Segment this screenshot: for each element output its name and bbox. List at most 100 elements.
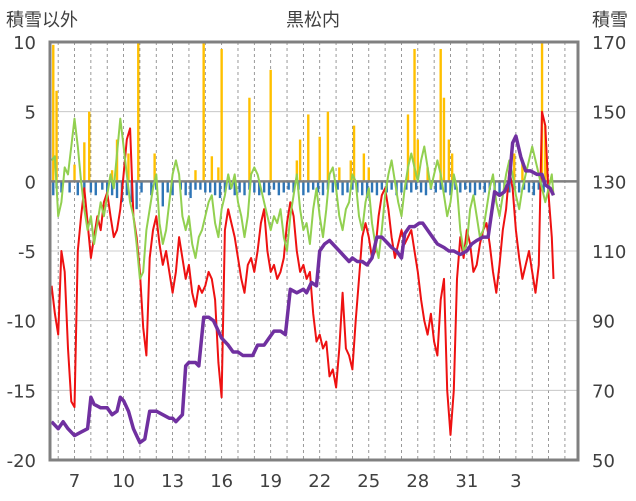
blue-bar <box>498 181 501 196</box>
blue-bar <box>419 181 423 193</box>
blue-bar <box>204 181 207 193</box>
blue-bar <box>262 181 266 193</box>
chart-title: 黒松内 <box>286 10 340 31</box>
blue-bar <box>233 181 236 196</box>
left-tick-label: 5 <box>25 103 36 124</box>
x-tick-label: 13 <box>161 471 184 492</box>
blue-bar <box>331 181 334 193</box>
x-tick-label: 7 <box>69 471 80 492</box>
blue-bar <box>194 181 197 190</box>
blue-bar <box>517 181 521 193</box>
blue-bar <box>302 181 305 196</box>
right-tick-label: 110 <box>592 242 626 263</box>
blue-bar <box>370 181 374 193</box>
left-tick-label: 0 <box>25 172 36 193</box>
orange-bar <box>110 170 114 182</box>
blue-bar <box>287 181 290 190</box>
right-tick-label: 170 <box>592 33 626 54</box>
orange-bar <box>318 136 321 182</box>
blue-bar <box>537 181 540 190</box>
blue-bar <box>459 181 462 193</box>
blue-bar <box>473 181 477 196</box>
blue-bar <box>150 181 153 196</box>
blue-bar <box>213 181 217 196</box>
blue-bar <box>277 181 281 196</box>
blue-bar <box>434 181 437 193</box>
blue-bar <box>83 181 86 192</box>
blue-bar <box>483 181 487 193</box>
blue-bar <box>405 181 408 190</box>
blue-bar <box>106 181 109 193</box>
blue-bar <box>115 181 119 199</box>
left-tick-label: -15 <box>7 381 36 402</box>
orange-bar <box>442 97 446 182</box>
x-tick-label: 22 <box>308 471 331 492</box>
orange-bar <box>349 160 352 182</box>
gridlines <box>50 42 578 460</box>
blue-bar <box>414 181 418 190</box>
orange-bar <box>413 48 416 182</box>
red-line-series <box>50 110 555 436</box>
blue-bar <box>468 181 472 193</box>
orange-bar <box>55 90 58 182</box>
blue-bar <box>199 181 202 190</box>
blue-bar <box>253 181 256 193</box>
orange-bar <box>217 167 220 182</box>
blue-bar <box>135 181 138 210</box>
right-tick-label: 70 <box>592 381 615 402</box>
blue-bar <box>542 181 545 193</box>
blue-bar <box>282 181 285 193</box>
purple-line-series <box>50 134 556 445</box>
orange-bar <box>362 153 366 182</box>
orange-bar <box>450 153 454 182</box>
blue-bar <box>464 181 467 190</box>
blue-bar <box>125 181 129 196</box>
orange-bar <box>307 114 310 182</box>
blue-bar <box>267 181 271 196</box>
blue-bar <box>161 181 164 207</box>
orange-bar <box>210 156 214 182</box>
orange-bar <box>194 170 197 182</box>
blue-bar <box>140 181 143 193</box>
blue-bar <box>258 181 261 196</box>
orange-bar <box>298 139 302 182</box>
blue-bar <box>89 181 93 193</box>
plot-border <box>48 40 580 462</box>
blue-bar <box>60 181 63 193</box>
blue-bar <box>356 181 359 193</box>
blue-bar <box>424 181 428 196</box>
blue-bar <box>449 181 452 196</box>
blue-bar <box>218 181 222 199</box>
blue-bar <box>166 181 169 193</box>
orange-bar <box>544 125 547 182</box>
bar-layer <box>50 42 578 210</box>
orange-bar <box>447 139 451 182</box>
right-axis-label: 積雪 <box>592 10 628 31</box>
left-tick-label: -5 <box>18 242 36 263</box>
blue-bar <box>527 181 531 193</box>
orange-bar <box>416 139 420 182</box>
x-tick-label: 28 <box>406 471 429 492</box>
blue-bar <box>316 181 320 193</box>
line-layer <box>50 110 556 445</box>
orange-bar <box>426 167 429 182</box>
blue-bar <box>410 181 413 193</box>
x-tick-label: 31 <box>455 471 478 492</box>
blue-bar <box>390 181 393 190</box>
blue-bar <box>321 181 325 196</box>
blue-bar <box>508 181 511 193</box>
right-tick-label: 90 <box>592 312 615 333</box>
blue-bar <box>101 181 104 190</box>
blue-bar <box>365 181 369 199</box>
orange-bar <box>326 111 330 182</box>
blue-bar <box>94 181 97 196</box>
orange-bar <box>295 160 299 182</box>
x-tick-label: 25 <box>357 471 380 492</box>
blue-bar <box>184 181 187 196</box>
blue-bar <box>351 181 354 190</box>
green-line-series <box>50 117 555 280</box>
blue-bar <box>341 181 344 196</box>
blue-bar <box>68 181 71 193</box>
left-tick-label: -10 <box>7 312 36 333</box>
